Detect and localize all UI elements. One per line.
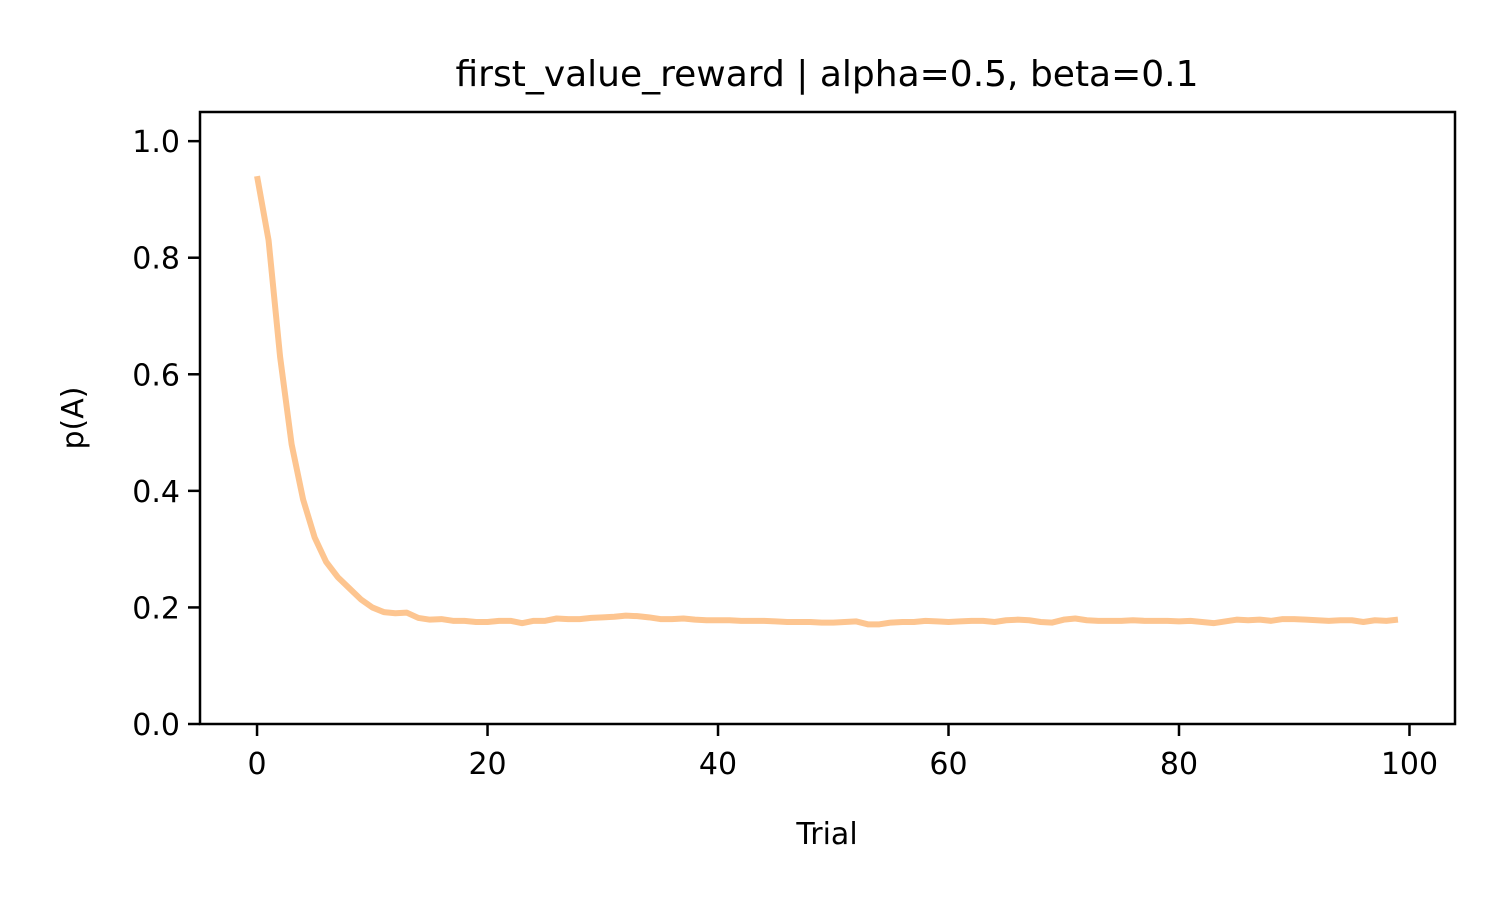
x-tick-label: 100 — [1381, 747, 1438, 782]
series-line-0 — [254, 175, 1399, 628]
x-tick-label: 20 — [468, 747, 506, 782]
plot-area — [254, 175, 1399, 628]
x-axis-label: Trial — [795, 817, 857, 852]
x-tick-label: 0 — [247, 747, 266, 782]
plot-frame — [198, 110, 1457, 726]
y-tick-label: 0.6 — [132, 358, 180, 393]
y-tick-label: 1.0 — [132, 125, 180, 160]
y-axis-label: p(A) — [56, 387, 91, 450]
x-tick-label: 40 — [699, 747, 737, 782]
y-axis: 0.0 0.2 0.4 0.6 0.8 1.0 — [132, 125, 200, 743]
x-tick-label: 80 — [1160, 747, 1198, 782]
y-tick-label: 0.2 — [132, 591, 180, 626]
y-tick-label: 0.8 — [132, 242, 180, 277]
x-tick-label: 60 — [929, 747, 967, 782]
y-tick-label: 0.4 — [132, 475, 180, 510]
y-tick-label: 0.0 — [132, 708, 180, 743]
x-axis: 0 20 40 60 80 100 — [247, 724, 1438, 782]
chart-title: first_value_reward | alpha=0.5, beta=0.1 — [455, 54, 1198, 95]
